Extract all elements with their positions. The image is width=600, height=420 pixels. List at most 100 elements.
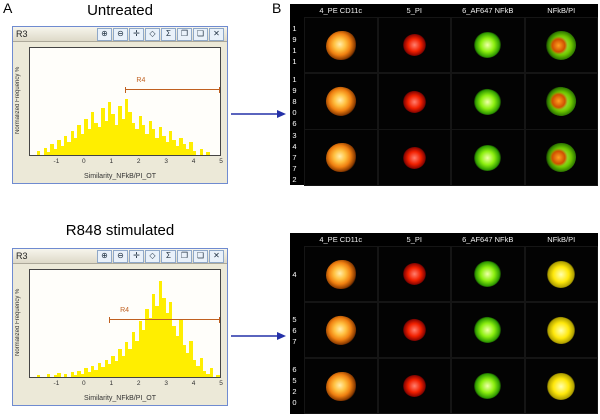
cell-image-pi[interactable] (377, 246, 451, 302)
histogram-bar (128, 112, 132, 155)
histogram-window-untreated: R3 ⊕ ⊖ ✛ ◇ Σ ❐ ❏ ✕ Normalized Frequency % R4 -1… (12, 26, 228, 184)
panel-b-label: B (272, 0, 282, 16)
histogram-bars (30, 270, 220, 377)
plot-body: Normalized Frequency % R4 -1 0 1 2 3 4 5 Simil… (13, 42, 227, 183)
x-tick-label: 4 (191, 158, 196, 165)
cell-image-nfkb[interactable] (451, 246, 525, 302)
histogram-bar (46, 151, 51, 155)
histogram-bar (94, 122, 98, 155)
cell-image-overlay_co[interactable] (524, 358, 598, 414)
channel-header: 5_PI (406, 235, 422, 244)
histogram-plot-area: R4 (29, 47, 221, 156)
cell-image-nfkb[interactable] (451, 17, 525, 73)
gallery-row: 1911 (290, 17, 598, 73)
cell-blob-nfkb (471, 85, 504, 118)
cell-image-pe[interactable] (304, 358, 378, 414)
histogram-bar (118, 349, 122, 377)
plot-body: Normalized Frequency % R4 -1 0 1 2 3 4 5 Simil… (13, 264, 227, 405)
histogram-bar (67, 142, 71, 155)
histogram-bar (91, 112, 95, 155)
channel-header: 4_PE CD11c (319, 6, 363, 15)
copy-plot-icon[interactable]: ❐ (177, 249, 192, 263)
cell-image-nfkb[interactable] (451, 358, 525, 414)
cell-image-pi[interactable] (377, 17, 451, 73)
cell-image-pe[interactable] (304, 302, 378, 358)
histogram-bar (152, 129, 156, 155)
zoom-out-icon[interactable]: ⊖ (113, 27, 128, 41)
pan-icon[interactable]: ✛ (129, 249, 144, 263)
histogram-bar (155, 137, 159, 155)
cell-image-pe[interactable] (304, 129, 378, 186)
cell-blob-overlay_sep (546, 30, 577, 60)
histogram-bars (30, 48, 220, 155)
region-icon[interactable]: ◇ (145, 27, 160, 41)
cell-image-nfkb[interactable] (451, 73, 525, 130)
region-r4-line[interactable] (108, 317, 221, 324)
export-icon[interactable]: ❏ (193, 27, 208, 41)
x-tick-label: 2 (136, 158, 141, 165)
cell-image-pe[interactable] (304, 246, 378, 302)
histogram-bar (104, 120, 108, 155)
cell-image-overlay_sep[interactable] (524, 129, 598, 186)
x-tick-label: 3 (164, 380, 168, 387)
cell-image-pi[interactable] (377, 358, 451, 414)
histogram-window-r848: R3 ⊕ ⊖ ✛ ◇ Σ ❐ ❏ ✕ Normalized Frequency % R4 -1… (12, 248, 228, 406)
region-r4-line[interactable] (125, 86, 220, 93)
histogram-bar (104, 359, 108, 377)
histogram-bar (94, 369, 98, 377)
window-titlebar[interactable]: R3 ⊕ ⊖ ✛ ◇ Σ ❐ ❏ ✕ (13, 249, 227, 264)
statistics-icon[interactable]: Σ (161, 249, 176, 263)
cell-image-pe[interactable] (304, 73, 378, 130)
cell-blob-pi (402, 146, 426, 169)
gallery-header: 4_PE CD11c 5_PI 6_AF647 NFkB NFkB/PI (290, 4, 598, 17)
x-tick-label: -1 (53, 380, 60, 387)
region-icon[interactable]: ◇ (145, 249, 160, 263)
histogram-bar (121, 355, 125, 377)
cell-image-nfkb[interactable] (451, 129, 525, 186)
cell-image-overlay_co[interactable] (524, 302, 598, 358)
histogram-bar (107, 101, 112, 155)
copy-plot-icon[interactable]: ❐ (177, 27, 192, 41)
cell-image-pi[interactable] (377, 73, 451, 130)
cell-blob-pi (402, 375, 426, 397)
cell-blob-nfkb (474, 261, 502, 287)
zoom-in-icon[interactable]: ⊕ (97, 27, 112, 41)
histogram-bar (216, 374, 220, 377)
histogram-bar (121, 118, 125, 155)
object-number: 19806 (290, 75, 299, 130)
cell-image-overlay_sep[interactable] (524, 17, 598, 73)
histogram-bar (209, 368, 214, 377)
cell-image-overlay_co[interactable] (524, 246, 598, 302)
cell-image-pe[interactable] (304, 17, 378, 73)
histogram-bar (53, 374, 58, 377)
cell-image-pi[interactable] (377, 129, 451, 186)
histogram-bar (57, 140, 61, 155)
histogram-bar (107, 364, 112, 377)
histogram-bar (87, 129, 92, 155)
cell-image-nfkb[interactable] (451, 302, 525, 358)
zoom-in-icon[interactable]: ⊕ (97, 249, 112, 263)
histogram-bar (179, 137, 183, 155)
export-icon[interactable]: ❏ (193, 249, 208, 263)
close-icon[interactable]: ✕ (209, 27, 224, 41)
histogram-bar (138, 321, 142, 377)
window-titlebar[interactable]: R3 ⊕ ⊖ ✛ ◇ Σ ❐ ❏ ✕ (13, 27, 227, 42)
cell-image-pi[interactable] (377, 302, 451, 358)
gallery-row: 567 (290, 302, 598, 358)
x-axis-label: Similarity_NFkB/PI_OT (84, 395, 156, 402)
panel-a-label: A (3, 0, 13, 16)
cell-image-overlay_sep[interactable] (524, 73, 598, 130)
plot-toolbar: ⊕ ⊖ ✛ ◇ Σ ❐ ❏ ✕ (97, 27, 224, 41)
cell-blob-pi (400, 316, 429, 344)
zoom-out-icon[interactable]: ⊖ (113, 249, 128, 263)
histogram-bar (84, 118, 88, 155)
cell-blob-pe (325, 259, 356, 289)
cell-blob-pe (325, 143, 356, 172)
statistics-icon[interactable]: Σ (161, 27, 176, 41)
histogram-bar (158, 127, 163, 155)
pan-icon[interactable]: ✛ (129, 27, 144, 41)
close-icon[interactable]: ✕ (209, 249, 224, 263)
histogram-plot-area: R4 (29, 269, 221, 378)
object-number: 34772 (290, 131, 299, 186)
histogram-bar (182, 344, 186, 377)
